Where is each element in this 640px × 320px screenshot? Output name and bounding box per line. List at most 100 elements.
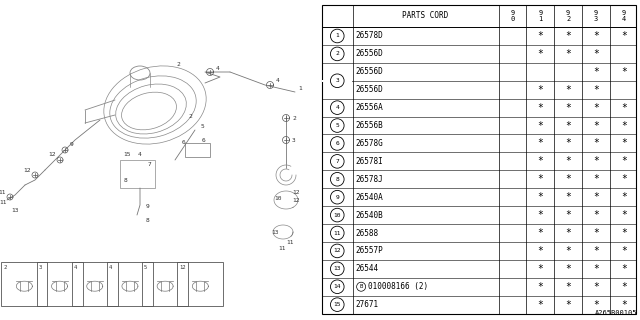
Text: *: * xyxy=(621,210,627,220)
Text: 1: 1 xyxy=(335,34,339,38)
Text: *: * xyxy=(621,264,627,274)
Text: *: * xyxy=(593,31,599,41)
Text: 4: 4 xyxy=(216,66,220,70)
Text: *: * xyxy=(565,228,571,238)
Text: 26578G: 26578G xyxy=(356,139,383,148)
Text: 7: 7 xyxy=(335,159,339,164)
Text: 7: 7 xyxy=(148,163,152,167)
Text: *: * xyxy=(593,192,599,202)
Text: *: * xyxy=(538,264,543,274)
Text: *: * xyxy=(621,103,627,113)
Text: *: * xyxy=(565,300,571,310)
Text: *: * xyxy=(593,282,599,292)
Bar xyxy=(36,262,83,306)
Bar xyxy=(107,262,153,306)
Text: 12: 12 xyxy=(292,197,300,203)
Text: 9
0: 9 0 xyxy=(510,10,515,21)
Text: *: * xyxy=(538,156,543,166)
Text: 9: 9 xyxy=(70,142,74,148)
Text: *: * xyxy=(538,121,543,131)
Text: 12: 12 xyxy=(48,153,56,157)
Text: B: B xyxy=(360,284,363,289)
Bar xyxy=(142,262,188,306)
Text: 26557P: 26557P xyxy=(356,246,383,255)
Text: 26556D: 26556D xyxy=(356,49,383,58)
Bar xyxy=(1,262,47,306)
Text: *: * xyxy=(593,85,599,95)
Text: *: * xyxy=(565,282,571,292)
Text: 13: 13 xyxy=(333,266,341,271)
Text: 4: 4 xyxy=(276,78,280,84)
Text: *: * xyxy=(538,192,543,202)
Text: 26556D: 26556D xyxy=(356,67,383,76)
Text: 26544: 26544 xyxy=(356,264,379,273)
Text: *: * xyxy=(565,85,571,95)
Text: 11: 11 xyxy=(278,245,285,251)
Text: *: * xyxy=(621,228,627,238)
Text: *: * xyxy=(593,49,599,59)
Text: PARTS CORD: PARTS CORD xyxy=(403,12,449,20)
Text: *: * xyxy=(621,139,627,148)
Text: *: * xyxy=(593,300,599,310)
Text: 11: 11 xyxy=(333,230,341,236)
Text: 6: 6 xyxy=(181,140,185,146)
Text: *: * xyxy=(538,85,543,95)
Text: *: * xyxy=(565,210,571,220)
Bar xyxy=(72,262,118,306)
Text: 9
2: 9 2 xyxy=(566,10,570,21)
Text: 10: 10 xyxy=(333,212,341,218)
Text: *: * xyxy=(538,139,543,148)
Text: 4: 4 xyxy=(138,153,142,157)
Text: *: * xyxy=(565,174,571,184)
Text: *: * xyxy=(565,156,571,166)
Bar xyxy=(323,80,352,82)
Text: *: * xyxy=(593,121,599,131)
Text: 15: 15 xyxy=(333,302,341,307)
Text: *: * xyxy=(621,246,627,256)
Bar xyxy=(185,143,210,157)
Text: *: * xyxy=(538,246,543,256)
Text: *: * xyxy=(565,246,571,256)
Text: *: * xyxy=(565,121,571,131)
Text: 26578J: 26578J xyxy=(356,175,383,184)
Bar xyxy=(323,80,352,82)
Text: 010008166 (2): 010008166 (2) xyxy=(367,282,428,291)
Text: 26578I: 26578I xyxy=(356,157,383,166)
Text: *: * xyxy=(538,210,543,220)
Text: *: * xyxy=(565,31,571,41)
Bar xyxy=(322,5,636,314)
Text: *: * xyxy=(593,156,599,166)
Text: *: * xyxy=(593,174,599,184)
Text: *: * xyxy=(621,282,627,292)
Bar xyxy=(120,160,155,188)
Text: 9: 9 xyxy=(145,204,149,210)
Text: 4: 4 xyxy=(74,265,77,270)
Text: 27671: 27671 xyxy=(356,300,379,309)
Text: 26588: 26588 xyxy=(356,228,379,237)
Text: 14: 14 xyxy=(333,284,341,289)
Text: *: * xyxy=(538,103,543,113)
Text: *: * xyxy=(538,228,543,238)
Text: *: * xyxy=(565,103,571,113)
Text: *: * xyxy=(621,192,627,202)
Text: *: * xyxy=(593,228,599,238)
Text: 9: 9 xyxy=(335,195,339,200)
Text: 6: 6 xyxy=(335,141,339,146)
Text: *: * xyxy=(593,103,599,113)
Text: 11: 11 xyxy=(286,239,294,244)
Text: *: * xyxy=(621,300,627,310)
Text: *: * xyxy=(621,156,627,166)
Text: 5: 5 xyxy=(335,123,339,128)
Text: *: * xyxy=(621,31,627,41)
Text: 8: 8 xyxy=(335,177,339,182)
Text: 10: 10 xyxy=(275,196,282,201)
Text: *: * xyxy=(565,264,571,274)
Text: 4: 4 xyxy=(109,265,112,270)
Text: 9
3: 9 3 xyxy=(594,10,598,21)
Bar xyxy=(177,262,223,306)
Text: *: * xyxy=(621,174,627,184)
Text: 26540B: 26540B xyxy=(356,211,383,220)
Text: *: * xyxy=(538,31,543,41)
Text: *: * xyxy=(565,139,571,148)
Text: *: * xyxy=(593,264,599,274)
